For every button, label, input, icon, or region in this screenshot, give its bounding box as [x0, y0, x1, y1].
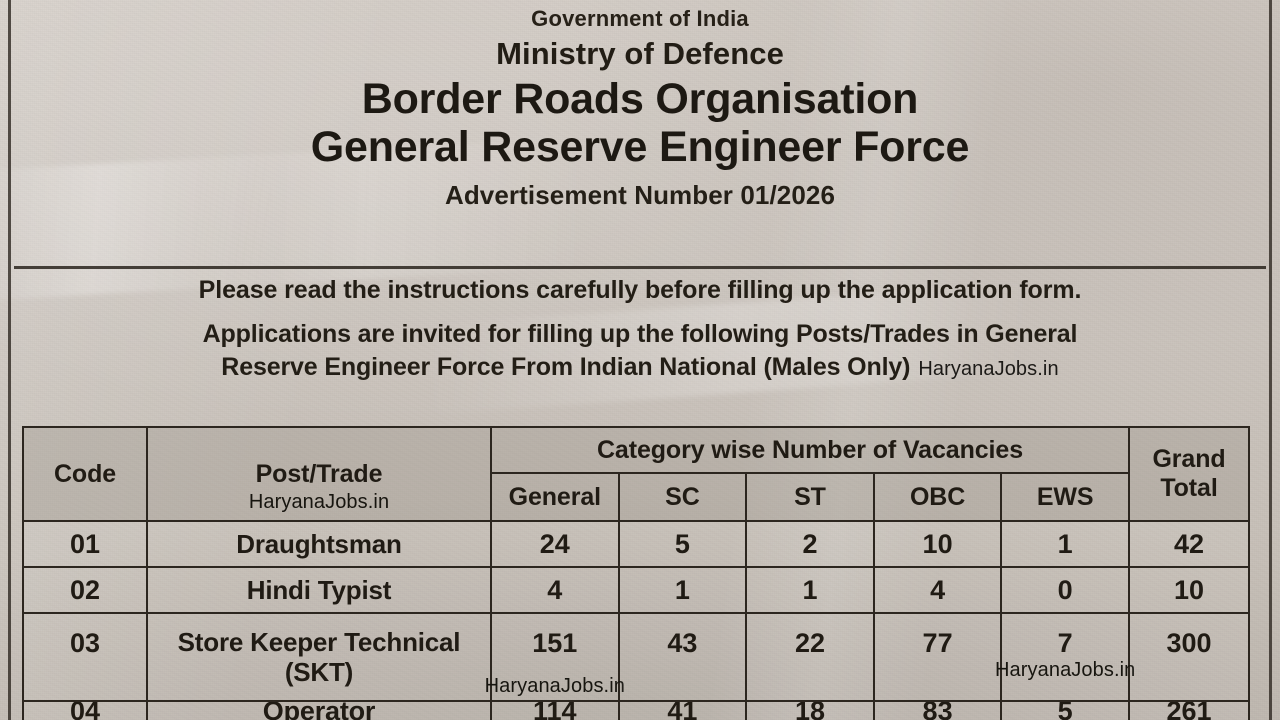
- cell-sc: 43: [617, 612, 748, 702]
- force-title: General Reserve Engineer Force: [310, 123, 970, 172]
- cell-sc-text: 43: [667, 627, 698, 658]
- column-header-sc: SC: [617, 472, 748, 522]
- instruction-line-3-wrapper: Reserve Engineer Force From Indian Natio…: [14, 351, 1266, 384]
- cell-ews: 7 HaryanaJobs.in: [995, 612, 1135, 702]
- masthead: Government of India Ministry of Defence …: [0, 0, 1280, 211]
- ministry-line: Ministry of Defence: [496, 35, 784, 71]
- cell-obc-text: 77: [922, 627, 953, 658]
- table-row: 02 Hindi Typist 4 1 1 4 0 10: [22, 566, 1250, 614]
- cell-general: 24: [490, 520, 620, 568]
- cell-grand-total-text: 261: [1166, 701, 1212, 720]
- cell-st: 2: [745, 520, 875, 568]
- column-header-obc: OBC: [872, 472, 1003, 522]
- cell-sc: 41: [617, 700, 748, 720]
- cell-sc-text: 41: [667, 701, 698, 720]
- column-header-code: Code: [22, 426, 148, 522]
- cell-code-text: 04: [69, 701, 101, 720]
- cell-ews-text: 7: [1057, 627, 1073, 658]
- instruction-line-2: Applications are invited for filling up …: [202, 320, 1078, 349]
- watermark-post-header: HaryanaJobs.in: [248, 491, 390, 513]
- cell-grand-total: 10: [1128, 566, 1250, 614]
- cell-obc-text: 83: [922, 701, 953, 720]
- watermark-skt-general: HaryanaJobs.in: [484, 675, 625, 697]
- cell-post-text: Operator: [262, 701, 376, 720]
- cell-sc: 1: [617, 566, 748, 614]
- cell-post: Store Keeper Technical (SKT): [146, 612, 492, 702]
- cell-grand-total: 300: [1128, 612, 1250, 702]
- instruction-line-3: Reserve Engineer Force From Indian Natio…: [221, 353, 911, 382]
- instruction-read-carefully: Please read the instructions carefully b…: [198, 276, 1082, 304]
- cell-ews: 0: [1000, 566, 1130, 614]
- cell-code: 04: [22, 700, 148, 720]
- watermark-skt-ews: HaryanaJobs.in: [995, 659, 1136, 681]
- cell-obc: 77: [872, 612, 1003, 702]
- instruction-applications-invited: Applications are invited for filling up …: [14, 318, 1266, 384]
- table-body: 01 Draughtsman 24 5 2 10 1 42 02 Hindi T…: [22, 520, 1250, 720]
- column-header-post-trade: Post/Trade HaryanaJobs.in: [146, 426, 492, 522]
- cell-general-text: 114: [533, 701, 577, 720]
- cell-post: Hindi Typist: [146, 566, 492, 614]
- cell-grand-total: 261: [1128, 700, 1250, 720]
- column-header-grand-total: Grand Total: [1128, 426, 1250, 522]
- table-row: 04 Operator 114 41 18 83 5 261: [22, 700, 1250, 720]
- column-header-general: General: [490, 472, 620, 522]
- column-header-category-group: Category wise Number of Vacancies: [490, 426, 1130, 474]
- watermark-instructions: HaryanaJobs.in: [918, 358, 1059, 381]
- cell-grand-total: 42: [1128, 520, 1250, 568]
- header-separator-rule: [14, 266, 1266, 269]
- grand-total-line-2: Total: [1160, 474, 1218, 502]
- border-rule-right: [1269, 0, 1272, 720]
- cell-st: 18: [745, 700, 875, 720]
- column-header-post-trade-label: Post/Trade: [255, 459, 383, 488]
- cell-obc: 10: [872, 520, 1003, 568]
- cell-ews-text: 5: [1057, 701, 1073, 720]
- cell-st: 22: [745, 612, 875, 702]
- table-head: Code Post/Trade HaryanaJobs.in Category …: [22, 426, 1250, 522]
- cell-st: 1: [745, 566, 875, 614]
- cell-post: Draughtsman: [146, 520, 492, 568]
- cell-code-text: 03: [69, 627, 101, 658]
- cell-st-text: 22: [794, 627, 825, 658]
- cell-code: 02: [22, 566, 148, 614]
- cell-general: 114: [490, 700, 620, 720]
- cell-post-line-1: Store Keeper Technical: [177, 626, 461, 657]
- advertisement-number: Advertisement Number 01/2026: [444, 180, 836, 211]
- cell-general: 151 HaryanaJobs.in: [485, 612, 625, 702]
- grand-total-line-1: Grand: [1152, 444, 1226, 473]
- cell-general: 4: [490, 566, 620, 614]
- cell-ews: 5: [1000, 700, 1130, 720]
- government-line: Government of India: [531, 6, 749, 31]
- instructions-block: Please read the instructions carefully b…: [14, 275, 1266, 384]
- cell-code: 03: [22, 612, 148, 702]
- table-header-row-top: Code Post/Trade HaryanaJobs.in Category …: [22, 426, 1250, 522]
- table-row: 03 Store Keeper Technical (SKT) 151 Hary…: [22, 612, 1250, 702]
- cell-code: 01: [22, 520, 148, 568]
- vacancies-table: Code Post/Trade HaryanaJobs.in Category …: [22, 426, 1250, 720]
- organisation-title: Border Roads Organisation: [361, 75, 919, 124]
- cell-obc: 83: [872, 700, 1003, 720]
- border-rule-left: [8, 0, 11, 720]
- cell-post-line-2: (SKT): [284, 657, 354, 687]
- cell-st-text: 18: [794, 701, 825, 720]
- column-header-ews: EWS: [1000, 472, 1130, 522]
- cell-post: Operator: [146, 700, 492, 720]
- cell-grand-total-text: 300: [1166, 627, 1212, 658]
- cell-general-text: 151: [532, 627, 578, 658]
- cell-sc: 5: [617, 520, 748, 568]
- cell-ews: 1: [1000, 520, 1130, 568]
- cell-obc: 4: [872, 566, 1003, 614]
- table-row: 01 Draughtsman 24 5 2 10 1 42: [22, 520, 1250, 568]
- column-header-st: ST: [745, 472, 875, 522]
